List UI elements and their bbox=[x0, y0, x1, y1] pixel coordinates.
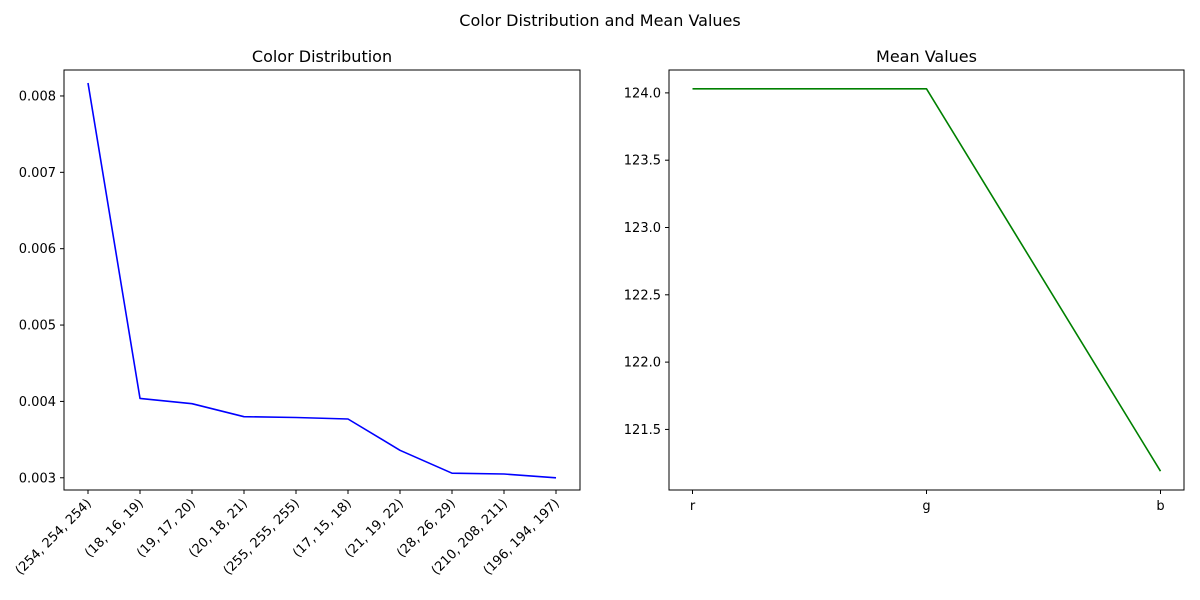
color-distribution-ytick-label: 0.007 bbox=[19, 166, 56, 181]
mean-values-chart: Mean Values 121.5 122.0 122.5 123.0 123.5 124… bbox=[624, 47, 1185, 514]
mean-values-xtick-label: g bbox=[922, 499, 930, 514]
color-distribution-ytick-label: 0.003 bbox=[19, 471, 56, 486]
mean-values-ytick-label: 122.0 bbox=[624, 356, 661, 371]
figure-suptitle: Color Distribution and Mean Values bbox=[459, 11, 740, 30]
mean-values-ytick-label: 123.0 bbox=[624, 221, 661, 236]
mean-values-ytick-label: 124.0 bbox=[624, 86, 661, 101]
mean-values-axes-frame bbox=[668, 69, 1185, 491]
color-distribution-ytick-label: 0.006 bbox=[19, 242, 56, 257]
color-distribution-xtick-label: (254, 254, 254) bbox=[13, 496, 95, 578]
mean-values-series-line bbox=[692, 88, 1162, 472]
color-distribution-chart: Color Distribution 0.003 0.004 0.005 0.006 0… bbox=[13, 47, 581, 578]
mean-values-ytick-label: 122.5 bbox=[624, 288, 661, 303]
mean-values-title: Mean Values bbox=[876, 47, 977, 66]
color-distribution-series-line bbox=[87, 82, 557, 479]
color-distribution-ytick-label: 0.004 bbox=[19, 395, 56, 410]
color-distribution-axes-frame bbox=[63, 69, 581, 491]
mean-values-xtick-label: r bbox=[690, 499, 696, 514]
mean-values-ytick-label: 123.5 bbox=[624, 154, 661, 169]
color-distribution-ytick-label: 0.008 bbox=[19, 89, 56, 104]
color-distribution-ytick-label: 0.005 bbox=[19, 319, 56, 334]
mean-values-xtick-label: b bbox=[1156, 499, 1164, 514]
color-distribution-title: Color Distribution bbox=[252, 47, 392, 66]
mean-values-ytick-label: 121.5 bbox=[624, 423, 661, 438]
